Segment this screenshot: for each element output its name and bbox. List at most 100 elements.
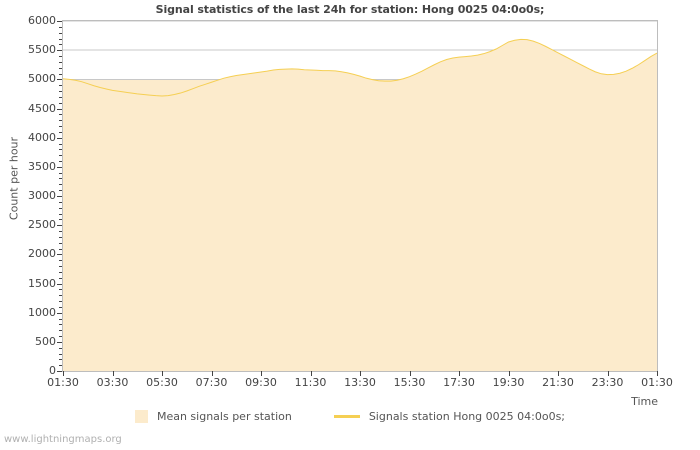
y-minor-tick-mark	[59, 202, 62, 203]
y-minor-tick-mark	[59, 103, 62, 104]
chart-title: Signal statistics of the last 24h for st…	[155, 3, 545, 16]
x-tick-label: 01:30	[641, 376, 673, 389]
x-tick-mark	[162, 371, 163, 376]
y-minor-tick-mark	[59, 114, 62, 115]
x-tick-mark	[459, 371, 460, 376]
y-minor-tick-mark	[59, 126, 62, 127]
y-tick-label: 1000	[28, 305, 56, 319]
y-tick-label: 1500	[28, 276, 56, 290]
x-tick-mark	[509, 371, 510, 376]
x-tick-label: 01:30	[47, 376, 79, 389]
y-minor-tick-mark	[59, 348, 62, 349]
y-axis-title: Count per hour	[7, 136, 21, 221]
x-tick-label: 13:30	[344, 376, 376, 389]
y-minor-tick-mark	[59, 278, 62, 279]
x-tick-mark	[311, 371, 312, 376]
y-tick-mark	[57, 167, 62, 168]
x-tick-mark	[63, 371, 64, 376]
y-tick-label: 4500	[28, 101, 56, 115]
y-tick-mark	[57, 50, 62, 51]
legend-line-swatch-icon	[333, 415, 360, 418]
y-minor-tick-mark	[59, 324, 62, 325]
chart-legend: Mean signals per station Signals station…	[0, 410, 700, 423]
x-tick-label: 15:30	[393, 376, 426, 389]
y-minor-tick-mark	[59, 260, 62, 261]
y-tick-mark	[57, 109, 62, 110]
y-tick-mark	[57, 21, 62, 22]
y-minor-tick-mark	[59, 33, 62, 34]
y-minor-tick-mark	[59, 132, 62, 133]
y-minor-tick-mark	[59, 237, 62, 238]
y-tick-label: 2500	[28, 218, 56, 232]
y-tick-mark	[57, 254, 62, 255]
y-minor-tick-mark	[59, 307, 62, 308]
y-tick-label: 0	[49, 364, 56, 377]
x-tick-label: 09:30	[245, 376, 277, 389]
x-tick-label: 21:30	[542, 376, 574, 389]
x-tick-mark	[410, 371, 411, 376]
y-minor-tick-mark	[59, 62, 62, 63]
y-minor-tick-mark	[59, 144, 62, 145]
legend-label-mean-signals: Mean signals per station	[156, 410, 292, 423]
y-minor-tick-mark	[59, 266, 62, 267]
y-tick-mark	[57, 371, 62, 372]
y-minor-tick-mark	[59, 336, 62, 337]
y-minor-tick-mark	[59, 354, 62, 355]
y-minor-tick-mark	[59, 155, 62, 156]
x-tick-label: 05:30	[146, 376, 178, 389]
y-minor-tick-mark	[59, 39, 62, 40]
y-minor-tick-mark	[59, 289, 62, 290]
y-minor-tick-mark	[59, 184, 62, 185]
y-minor-tick-mark	[59, 68, 62, 69]
y-minor-tick-mark	[59, 295, 62, 296]
y-minor-tick-mark	[59, 120, 62, 121]
x-tick-mark	[212, 371, 213, 376]
y-minor-tick-mark	[59, 27, 62, 28]
y-minor-tick-mark	[59, 97, 62, 98]
y-tick-label: 5000	[28, 72, 56, 86]
y-tick-label: 3000	[28, 189, 56, 202]
y-minor-tick-mark	[59, 56, 62, 57]
x-tick-mark	[608, 371, 609, 376]
y-minor-tick-mark	[59, 301, 62, 302]
y-minor-tick-mark	[59, 190, 62, 191]
y-minor-tick-mark	[59, 249, 62, 250]
legend-item-mean-signals: Mean signals per station	[134, 410, 292, 423]
y-minor-tick-mark	[59, 219, 62, 220]
y-tick-label: 4000	[28, 130, 56, 144]
chart-plot-svg	[63, 21, 657, 371]
y-minor-tick-mark	[59, 243, 62, 244]
y-minor-tick-mark	[59, 173, 62, 174]
x-tick-mark	[558, 371, 559, 376]
y-tick-mark	[57, 313, 62, 314]
y-minor-tick-mark	[59, 330, 62, 331]
y-minor-tick-mark	[59, 319, 62, 320]
legend-label-station-signals: Signals station Hong 0025 04:0o0s;	[368, 410, 566, 423]
y-minor-tick-mark	[59, 231, 62, 232]
y-minor-tick-mark	[59, 214, 62, 215]
legend-area-swatch-icon	[134, 410, 148, 423]
x-tick-label: 03:30	[96, 376, 129, 389]
y-minor-tick-mark	[59, 149, 62, 150]
x-tick-mark	[360, 371, 361, 376]
y-minor-tick-mark	[59, 44, 62, 45]
y-minor-tick-mark	[59, 208, 62, 209]
watermark: www.lightningmaps.org	[4, 434, 122, 445]
plot-area	[62, 20, 658, 372]
x-axis-title: Time	[631, 395, 658, 408]
legend-item-station-signals: Signals station Hong 0025 04:0o0s;	[333, 410, 566, 423]
y-tick-label: 2000	[28, 247, 56, 261]
y-tick-mark	[57, 138, 62, 139]
y-minor-tick-mark	[59, 272, 62, 273]
x-tick-label: 17:30	[443, 376, 475, 389]
y-tick-mark	[57, 225, 62, 226]
y-tick-label: 3500	[28, 159, 56, 173]
y-minor-tick-mark	[59, 178, 62, 179]
y-minor-tick-mark	[59, 74, 62, 75]
x-tick-mark	[657, 371, 658, 376]
x-tick-label: 23:30	[591, 376, 624, 389]
x-tick-label: 11:30	[294, 376, 327, 389]
y-minor-tick-mark	[59, 365, 62, 366]
x-tick-mark	[113, 371, 114, 376]
